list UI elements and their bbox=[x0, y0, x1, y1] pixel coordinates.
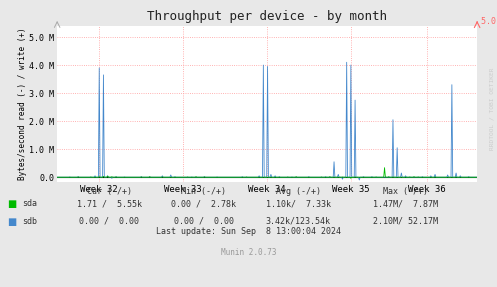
Text: ■: ■ bbox=[7, 217, 17, 227]
Text: Munin 2.0.73: Munin 2.0.73 bbox=[221, 249, 276, 257]
Text: RRDTOOL / TOBI OETIKER: RRDTOOL / TOBI OETIKER bbox=[490, 68, 495, 150]
Y-axis label: Bytes/second read (-) / write (+): Bytes/second read (-) / write (+) bbox=[17, 28, 27, 180]
Text: Cur (-/+): Cur (-/+) bbox=[87, 187, 132, 196]
Text: Max (-/+): Max (-/+) bbox=[383, 187, 427, 196]
Text: ■: ■ bbox=[7, 199, 17, 210]
Text: 0.00 /  2.78k: 0.00 / 2.78k bbox=[171, 199, 236, 208]
Text: 1.71 /  5.55k: 1.71 / 5.55k bbox=[77, 199, 142, 208]
Text: 1.47M/  7.87M: 1.47M/ 7.87M bbox=[373, 199, 437, 208]
Text: 0.00 /  0.00: 0.00 / 0.00 bbox=[80, 217, 139, 226]
Text: 5.0 M: 5.0 M bbox=[481, 17, 497, 26]
Text: 2.10M/ 52.17M: 2.10M/ 52.17M bbox=[373, 217, 437, 226]
Text: 3.42k/123.54k: 3.42k/123.54k bbox=[266, 217, 331, 226]
Title: Throughput per device - by month: Throughput per device - by month bbox=[147, 10, 387, 23]
Text: Avg (-/+): Avg (-/+) bbox=[276, 187, 321, 196]
Text: Last update: Sun Sep  8 13:00:04 2024: Last update: Sun Sep 8 13:00:04 2024 bbox=[156, 227, 341, 236]
Text: Min (-/+): Min (-/+) bbox=[181, 187, 226, 196]
Text: 1.10k/  7.33k: 1.10k/ 7.33k bbox=[266, 199, 331, 208]
Text: sda: sda bbox=[22, 199, 37, 208]
Text: sdb: sdb bbox=[22, 217, 37, 226]
Text: 0.00 /  0.00: 0.00 / 0.00 bbox=[174, 217, 234, 226]
